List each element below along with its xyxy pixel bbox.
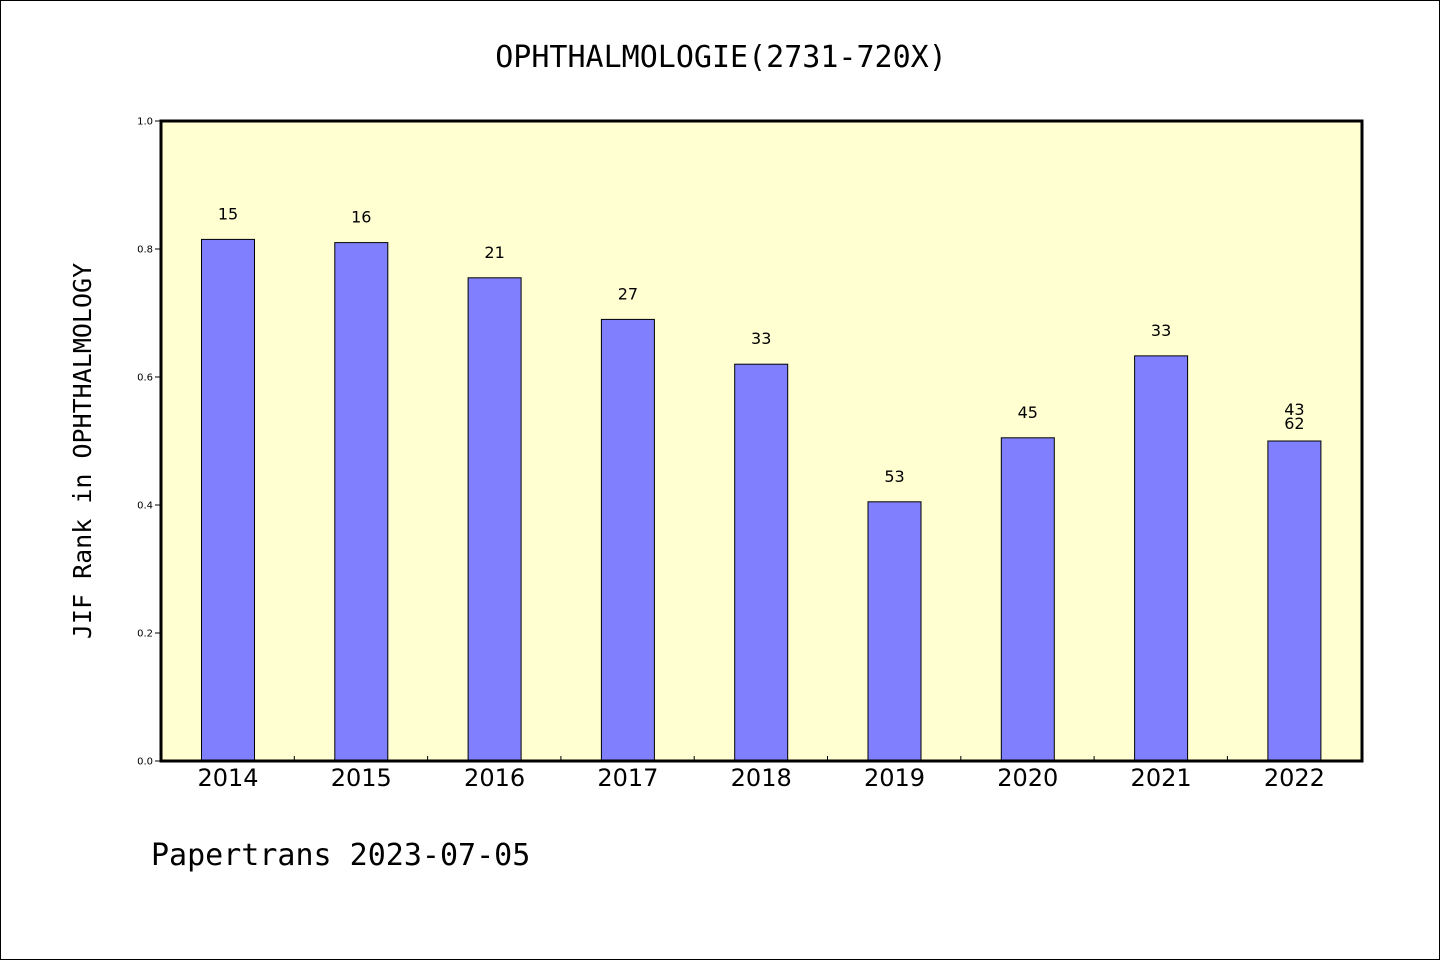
y-tick-label-1.0: 1.0 <box>137 117 153 128</box>
bar-2022 <box>1267 440 1322 762</box>
plot-border <box>159 119 1364 763</box>
y-axis-label: JIF Rank in OPHTHALMOLOGY <box>68 263 97 639</box>
data-label-2022-1: 43 <box>1284 400 1304 419</box>
data-label-2021: 33 <box>1151 321 1171 340</box>
x-tick-label-2014: 2014 <box>197 764 258 792</box>
y-tick-label-0.0: 0.0 <box>137 757 153 768</box>
data-label-2018: 33 <box>751 329 771 348</box>
y-tick-label-0.4: 0.4 <box>137 501 153 512</box>
data-label-2016: 21 <box>484 243 504 262</box>
bars-group <box>201 238 1322 762</box>
bar-2019 <box>867 501 922 762</box>
x-tick-label-2015: 2015 <box>331 764 392 792</box>
data-label-2014: 15 <box>218 204 238 223</box>
y-tick-label-0.8: 0.8 <box>137 245 153 256</box>
bar-2015 <box>334 242 389 762</box>
y-tick-label-0.6: 0.6 <box>137 373 153 384</box>
data-label-2017: 27 <box>618 284 638 303</box>
y-tick-label-0.2: 0.2 <box>137 629 153 640</box>
bar-2020 <box>1000 437 1055 762</box>
data-label-2015: 16 <box>351 208 371 227</box>
bar-2018 <box>734 363 789 762</box>
x-tick-label-2018: 2018 <box>731 764 792 792</box>
data-label-2019: 53 <box>884 467 904 486</box>
data-label-2020: 45 <box>1018 403 1038 422</box>
x-tick-label-2020: 2020 <box>997 764 1058 792</box>
bar-2021 <box>1134 355 1189 762</box>
bar-2016 <box>467 277 522 762</box>
bar-2017 <box>600 318 655 762</box>
footer-text: Papertrans 2023-07-05 <box>151 838 530 873</box>
x-axis-ticks: 2014 2015 2016 2017 2018 2019 2020 2021 2022 <box>197 756 1325 792</box>
chart-title: OPHTHALMOLOGIE(2731-720X) <box>495 40 947 75</box>
x-tick-label-2019: 2019 <box>864 764 925 792</box>
x-tick-label-2017: 2017 <box>597 764 658 792</box>
bar-2014 <box>201 238 255 762</box>
data-label-2022-2: 62 <box>1284 414 1304 433</box>
x-tick-label-2016: 2016 <box>464 764 525 792</box>
x-tick-label-2021: 2021 <box>1131 764 1192 792</box>
x-tick-label-2022: 2022 <box>1264 764 1325 792</box>
y-axis-ticks: 0.0 0.2 0.4 0.6 0.8 1.0 <box>137 117 161 768</box>
